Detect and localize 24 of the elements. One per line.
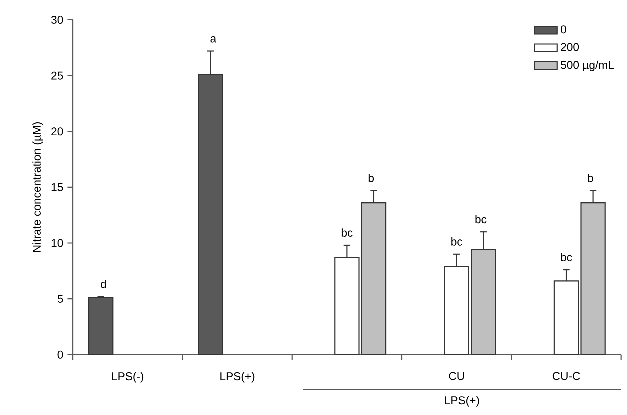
y-tick-label: 20: [52, 128, 64, 136]
data-label: bc: [452, 238, 463, 246]
y-tick-label: 30: [51, 16, 64, 24]
y-tick-label: 25: [52, 72, 64, 80]
data-label: d: [101, 280, 106, 288]
y-tick-label: 10: [52, 239, 64, 248]
y-tick-label: 0: [58, 350, 64, 359]
data-label: bc: [342, 228, 353, 238]
legend-label: 500 µg/mL: [561, 60, 614, 72]
data-label: b: [588, 174, 594, 182]
x-tick-label: LPS(-): [112, 372, 144, 383]
x-tick-label: CU-C: [552, 372, 580, 380]
x-tick-label: CU: [449, 372, 464, 380]
data-label: b: [368, 174, 374, 182]
legend-label: 200: [561, 43, 580, 52]
data-label: bc: [561, 253, 572, 262]
x-tick-label: LPS(+): [220, 372, 255, 383]
y-tick-label: 15: [52, 184, 64, 192]
y-tick-label: 5: [58, 295, 64, 304]
y-axis-title: Nitrate concentration (µM): [32, 122, 44, 252]
data-label: a: [210, 36, 217, 43]
legend-label: 0: [561, 26, 566, 34]
text: LPS(+): [445, 396, 480, 407]
data-label: bc: [476, 215, 487, 224]
